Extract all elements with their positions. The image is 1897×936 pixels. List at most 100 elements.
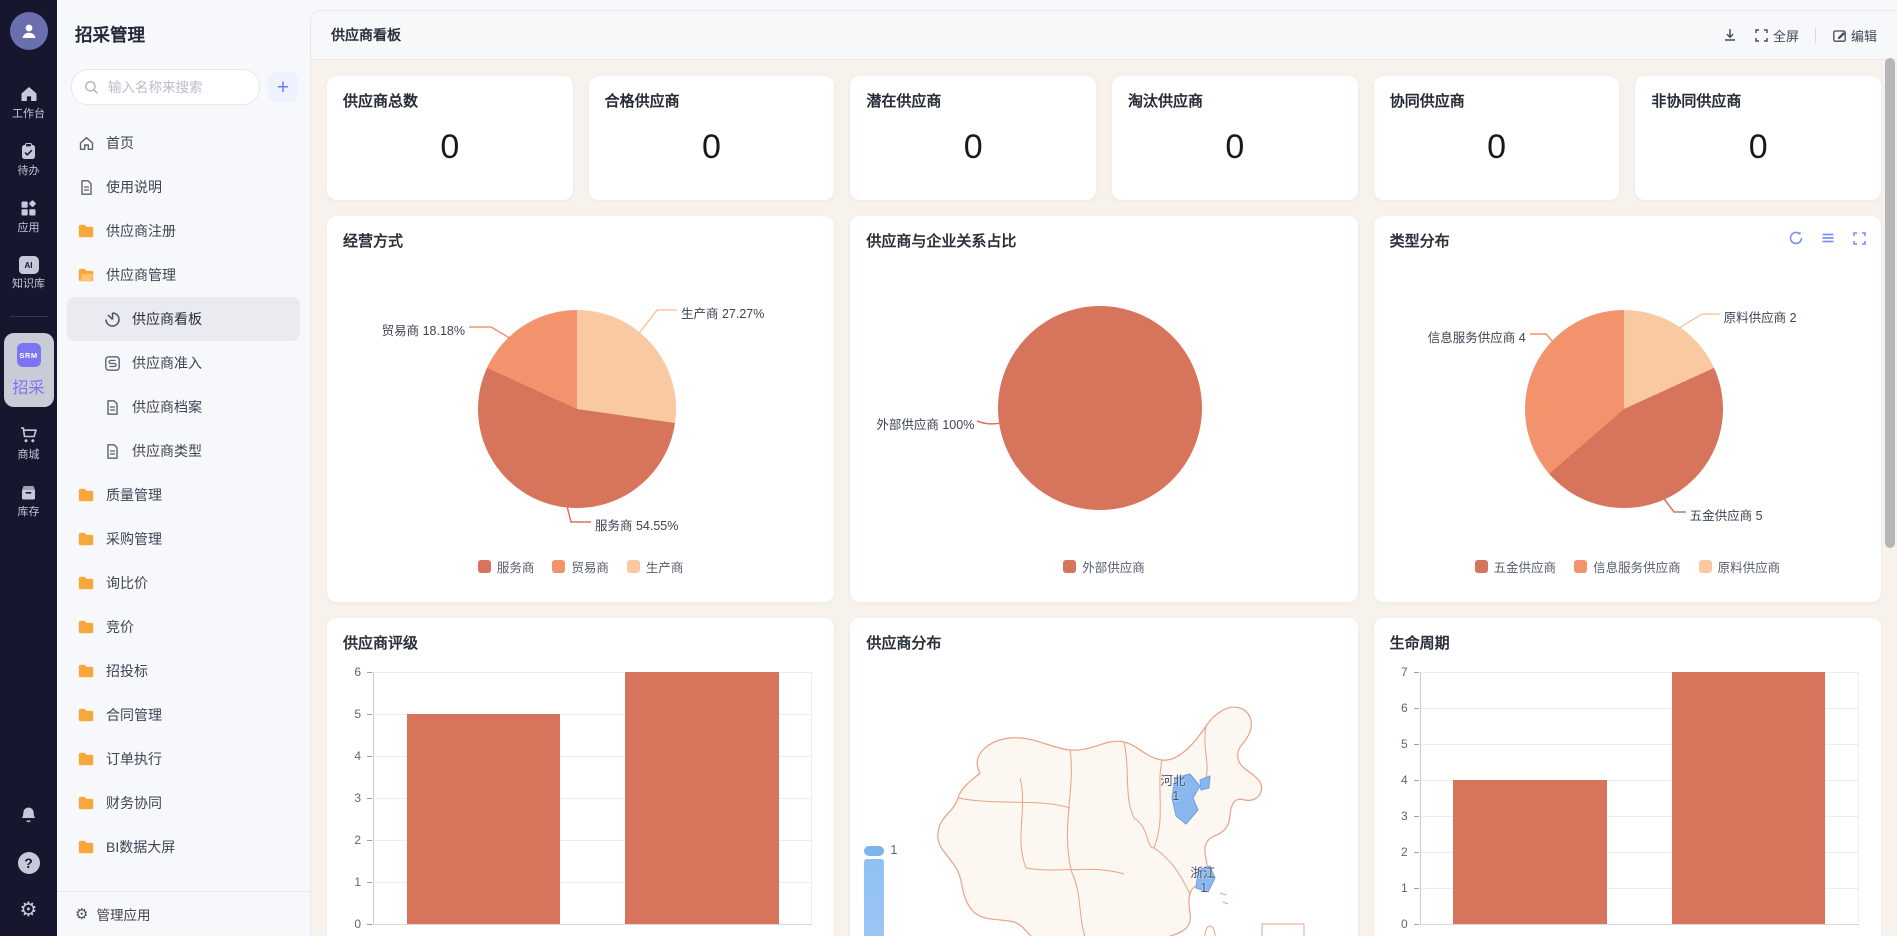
folder-icon xyxy=(77,838,95,856)
add-button[interactable]: + xyxy=(268,72,298,102)
sidebar-item-order[interactable]: 订单执行 xyxy=(67,737,300,781)
rail-item-todo[interactable]: 待办 xyxy=(18,142,40,177)
rail-item-mall[interactable]: 商城 xyxy=(18,425,40,461)
expand-icon[interactable] xyxy=(1852,231,1867,246)
sidebar-item-label: 供应商档案 xyxy=(132,399,202,415)
fullscreen-label: 全屏 xyxy=(1772,28,1799,44)
legend-item[interactable]: 贸易商 xyxy=(552,557,609,576)
cart-icon xyxy=(19,425,39,445)
rail-item-procurement-active[interactable]: SRM 招采 xyxy=(3,333,54,407)
sidebar-item-guide[interactable]: 使用说明 xyxy=(67,165,300,209)
document-icon xyxy=(103,398,121,416)
legend-item[interactable]: 五金供应商 xyxy=(1474,557,1556,576)
edit-button[interactable]: 编辑 xyxy=(1832,26,1877,45)
type-distribution-card: 类型分布 信息服务供应商 4 原料供应商 2 五金供应商 5 五金供应商 xyxy=(1373,216,1881,602)
home-outline-icon xyxy=(77,134,95,152)
company-relation-pie xyxy=(998,306,1203,510)
stat-value: 0 xyxy=(1225,128,1245,166)
bell-icon[interactable] xyxy=(18,805,39,826)
sidebar-item-contract[interactable]: 合同管理 xyxy=(67,693,300,737)
rail-divider xyxy=(9,316,48,317)
sidebar-item-purchase[interactable]: 采购管理 xyxy=(67,517,300,561)
legend-item[interactable]: 原料供应商 xyxy=(1698,557,1780,576)
sidebar-item-quality[interactable]: 质量管理 xyxy=(67,473,300,517)
rail-item-label: 库存 xyxy=(17,506,40,518)
pie-callout: 生产商 27.27% xyxy=(681,307,765,321)
sidebar-item-supplier-mgmt[interactable]: 供应商管理 xyxy=(67,253,300,297)
fullscreen-button[interactable]: 全屏 xyxy=(1754,26,1799,45)
sidebar-item-label: 财务协同 xyxy=(106,795,162,811)
stat-card-qualified: 合格供应商 0 xyxy=(588,76,835,200)
fullscreen-icon xyxy=(1755,28,1768,42)
chart-title: 供应商与企业关系占比 xyxy=(866,233,1017,250)
legend-item[interactable]: 信息服务供应商 xyxy=(1574,557,1681,576)
sidebar-item-supplier-dashboard[interactable]: 供应商看板 xyxy=(67,297,300,341)
stat-label: 非协同供应商 xyxy=(1651,93,1742,110)
menu-lines-icon[interactable] xyxy=(1820,230,1836,246)
sidebar-search[interactable] xyxy=(71,69,260,105)
sidebar-item-finance[interactable]: 财务协同 xyxy=(67,781,300,825)
document-icon xyxy=(77,178,95,196)
page-scrollbar[interactable] xyxy=(1885,58,1895,548)
pie-chart-icon xyxy=(103,310,121,328)
manage-apps-button[interactable]: ⚙ 管理应用 xyxy=(57,891,310,936)
app-rail: 工作台 待办 应用 AI 知识库 SRM 招采 商城 库存 xyxy=(0,0,57,936)
map-region-hebei[interactable] xyxy=(1171,773,1201,825)
sidebar-item-supplier-register[interactable]: 供应商注册 xyxy=(67,209,300,253)
legend-swatch xyxy=(626,560,640,573)
user-avatar[interactable] xyxy=(9,12,48,50)
gear-icon: ⚙ xyxy=(75,905,89,923)
sidebar-item-inquiry[interactable]: 询比价 xyxy=(67,561,300,605)
rail-item-inventory[interactable]: 库存 xyxy=(18,483,40,518)
sidebar-item-label: 供应商类型 xyxy=(132,443,202,459)
sidebar-item-label: 合同管理 xyxy=(106,707,162,723)
chart-title: 经营方式 xyxy=(343,233,404,250)
pie-callout: 五金供应商 5 xyxy=(1689,509,1763,523)
rail-item-label: 商城 xyxy=(17,449,40,461)
stat-card-noncollaborative: 非协同供应商 0 xyxy=(1635,76,1882,200)
visual-map[interactable]: 1 xyxy=(864,843,934,936)
legend-item[interactable]: 外部供应商 xyxy=(1063,557,1145,576)
legend-swatch xyxy=(1474,560,1488,573)
download-button[interactable] xyxy=(1722,27,1738,43)
sidebar-item-tender[interactable]: 招投标 xyxy=(67,649,300,693)
sidebar-item-supplier-type[interactable]: 供应商类型 xyxy=(67,429,300,473)
visual-map-gradient xyxy=(864,859,885,936)
sidebar-item-label: 采购管理 xyxy=(106,531,162,547)
legend-item[interactable]: 生产商 xyxy=(626,557,683,576)
map-label-zhejiang: 浙江 1 xyxy=(1190,866,1216,895)
folder-icon xyxy=(77,574,95,592)
sidebar-item-supplier-access[interactable]: 供应商准入 xyxy=(67,341,300,385)
folder-icon xyxy=(77,618,95,636)
sidebar-item-supplier-archive[interactable]: 供应商档案 xyxy=(67,385,300,429)
sidebar-item-label: 使用说明 xyxy=(106,179,162,195)
legend-swatch xyxy=(1698,560,1712,573)
help-icon[interactable]: ? xyxy=(17,852,40,874)
refresh-icon[interactable] xyxy=(1788,230,1804,246)
china-map: 河北 1 浙江 1 xyxy=(910,678,1310,936)
sidebar-item-bidding[interactable]: 竞价 xyxy=(67,605,300,649)
download-icon xyxy=(1724,29,1735,41)
chart-title: 生命周期 xyxy=(1389,635,1450,652)
rail-item-knowledge[interactable]: AI 知识库 xyxy=(12,256,45,290)
rail-item-apps[interactable]: 应用 xyxy=(18,199,40,234)
rail-item-workbench[interactable]: 工作台 xyxy=(12,84,45,120)
visual-map-handle[interactable] xyxy=(864,846,885,856)
ai-book-icon: AI xyxy=(18,256,39,274)
sidebar-item-label: 供应商准入 xyxy=(132,355,202,371)
srm-app-badge: SRM xyxy=(16,343,41,367)
legend-item[interactable]: 服务商 xyxy=(477,557,534,576)
folder-icon xyxy=(77,662,95,680)
map-region-zhejiang[interactable] xyxy=(1195,865,1216,893)
settings-gear-icon[interactable]: ⚙ xyxy=(19,899,38,921)
sidebar-item-label: 招投标 xyxy=(106,663,148,679)
search-input[interactable] xyxy=(106,78,247,96)
visual-map-label: 1 xyxy=(890,843,898,857)
stat-label: 淘汰供应商 xyxy=(1128,93,1204,110)
sidebar-item-bi[interactable]: BI数据大屏 xyxy=(67,825,300,869)
sidebar-item-label: 首页 xyxy=(106,135,134,151)
stat-card-total: 供应商总数 0 xyxy=(327,76,573,200)
sidebar-item-home[interactable]: 首页 xyxy=(67,121,300,165)
